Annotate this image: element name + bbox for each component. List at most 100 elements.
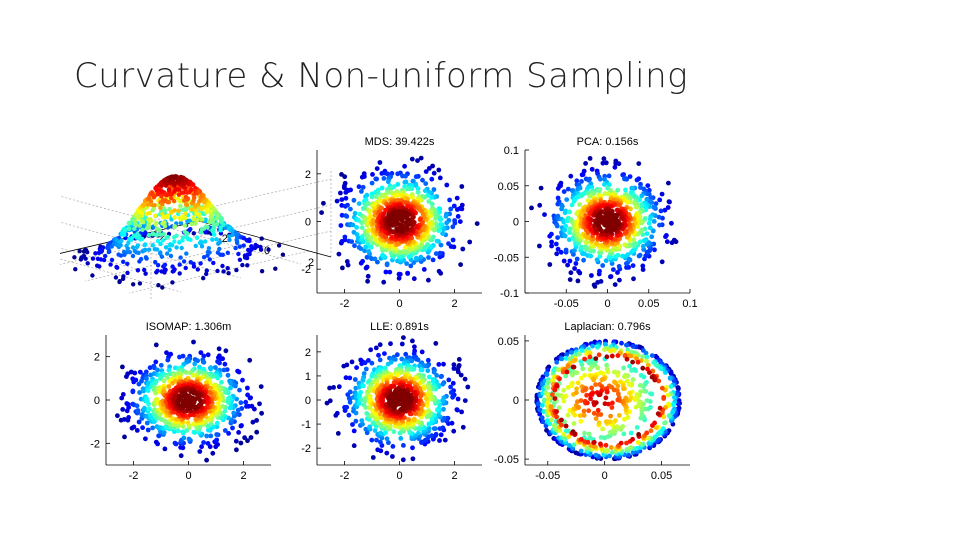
data-point: [581, 208, 587, 214]
data-point: [154, 220, 159, 226]
data-point: [191, 390, 197, 396]
data-point: [161, 378, 167, 384]
data-point: [662, 207, 668, 213]
data-point: [437, 426, 443, 431]
data-point: [159, 182, 165, 187]
data-point: [339, 212, 345, 218]
data-point: [348, 206, 353, 212]
data-point: [602, 347, 607, 352]
y-tick-label: -2: [218, 233, 228, 245]
data-point: [367, 208, 373, 214]
data-point: [354, 365, 359, 370]
data-point: [240, 377, 245, 383]
data-point: [190, 373, 196, 378]
data-point: [421, 386, 427, 391]
data-point: [582, 430, 587, 436]
data-point: [152, 213, 158, 218]
data-point: [559, 356, 565, 362]
x-tick-label: 2: [240, 470, 246, 482]
y-tick-label: -0.05: [494, 252, 519, 264]
data-point: [568, 270, 574, 276]
data-point: [623, 187, 628, 193]
data-point: [144, 256, 149, 261]
data-point: [454, 195, 460, 201]
data-point: [426, 166, 432, 171]
data-point: [657, 430, 662, 435]
data-point: [125, 261, 130, 266]
data-point: [572, 357, 578, 363]
data-point: [396, 271, 402, 277]
data-point: [183, 211, 188, 216]
data-point: [205, 225, 210, 230]
data-point: [380, 398, 386, 404]
data-point: [411, 276, 417, 282]
data-point: [223, 348, 229, 354]
data-point: [157, 411, 163, 417]
data-point: [225, 266, 230, 271]
data-point: [214, 221, 220, 227]
data-point: [665, 392, 671, 398]
y-tick-label: 1: [305, 371, 311, 383]
data-point: [162, 262, 168, 267]
data-point: [457, 219, 463, 224]
data-point: [626, 256, 632, 262]
data-point: [395, 171, 401, 177]
data-point: [185, 196, 191, 201]
data-point: [659, 259, 665, 265]
data-point: [442, 437, 448, 443]
data-point: [558, 249, 564, 255]
data-point: [575, 226, 581, 232]
data-point: [446, 377, 452, 383]
data-point: [247, 251, 252, 257]
mds-panel: MDS: 39.422s-2 0 220-2: [301, 136, 482, 310]
data-point: [144, 376, 149, 381]
data-point: [613, 161, 619, 166]
data-point: [552, 423, 557, 428]
data-point: [120, 407, 126, 412]
data-point: [207, 257, 212, 262]
data-point: [409, 156, 415, 162]
data-point: [579, 179, 584, 184]
data-point: [146, 401, 151, 407]
data-point: [319, 210, 324, 215]
data-point: [242, 435, 248, 441]
data-point: [563, 223, 569, 229]
data-point: [437, 175, 443, 181]
panel-title: PCA: 0.156s: [577, 136, 639, 148]
data-point: [582, 387, 588, 393]
data-point: [440, 381, 446, 387]
data-point: [124, 250, 129, 255]
data-point: [215, 268, 220, 274]
data-point: [181, 259, 187, 264]
data-point: [390, 454, 395, 459]
data-point: [567, 230, 572, 235]
y-tick-label: 0: [94, 395, 100, 407]
data-point: [597, 188, 602, 194]
data-point: [385, 361, 391, 367]
data-point: [210, 237, 215, 242]
y-tick-label: 0: [305, 395, 311, 407]
data-point: [616, 264, 622, 269]
data-point: [650, 228, 656, 234]
data-point: [633, 368, 639, 374]
data-point: [177, 240, 182, 245]
data-point: [184, 231, 190, 236]
data-point: [218, 228, 223, 233]
data-point: [659, 191, 665, 197]
data-point: [366, 201, 371, 207]
data-point: [227, 237, 232, 243]
data-point: [385, 179, 391, 185]
data-point: [207, 250, 212, 255]
data-point: [448, 384, 453, 390]
data-point: [648, 195, 654, 200]
data-point: [426, 199, 432, 204]
data-point: [368, 235, 374, 241]
data-point: [236, 251, 241, 257]
data-point: [587, 156, 593, 161]
x-tick-label: 0: [396, 470, 402, 482]
data-point: [115, 413, 120, 419]
data-point: [600, 160, 606, 166]
data-point: [597, 253, 603, 259]
data-point: [178, 453, 184, 459]
